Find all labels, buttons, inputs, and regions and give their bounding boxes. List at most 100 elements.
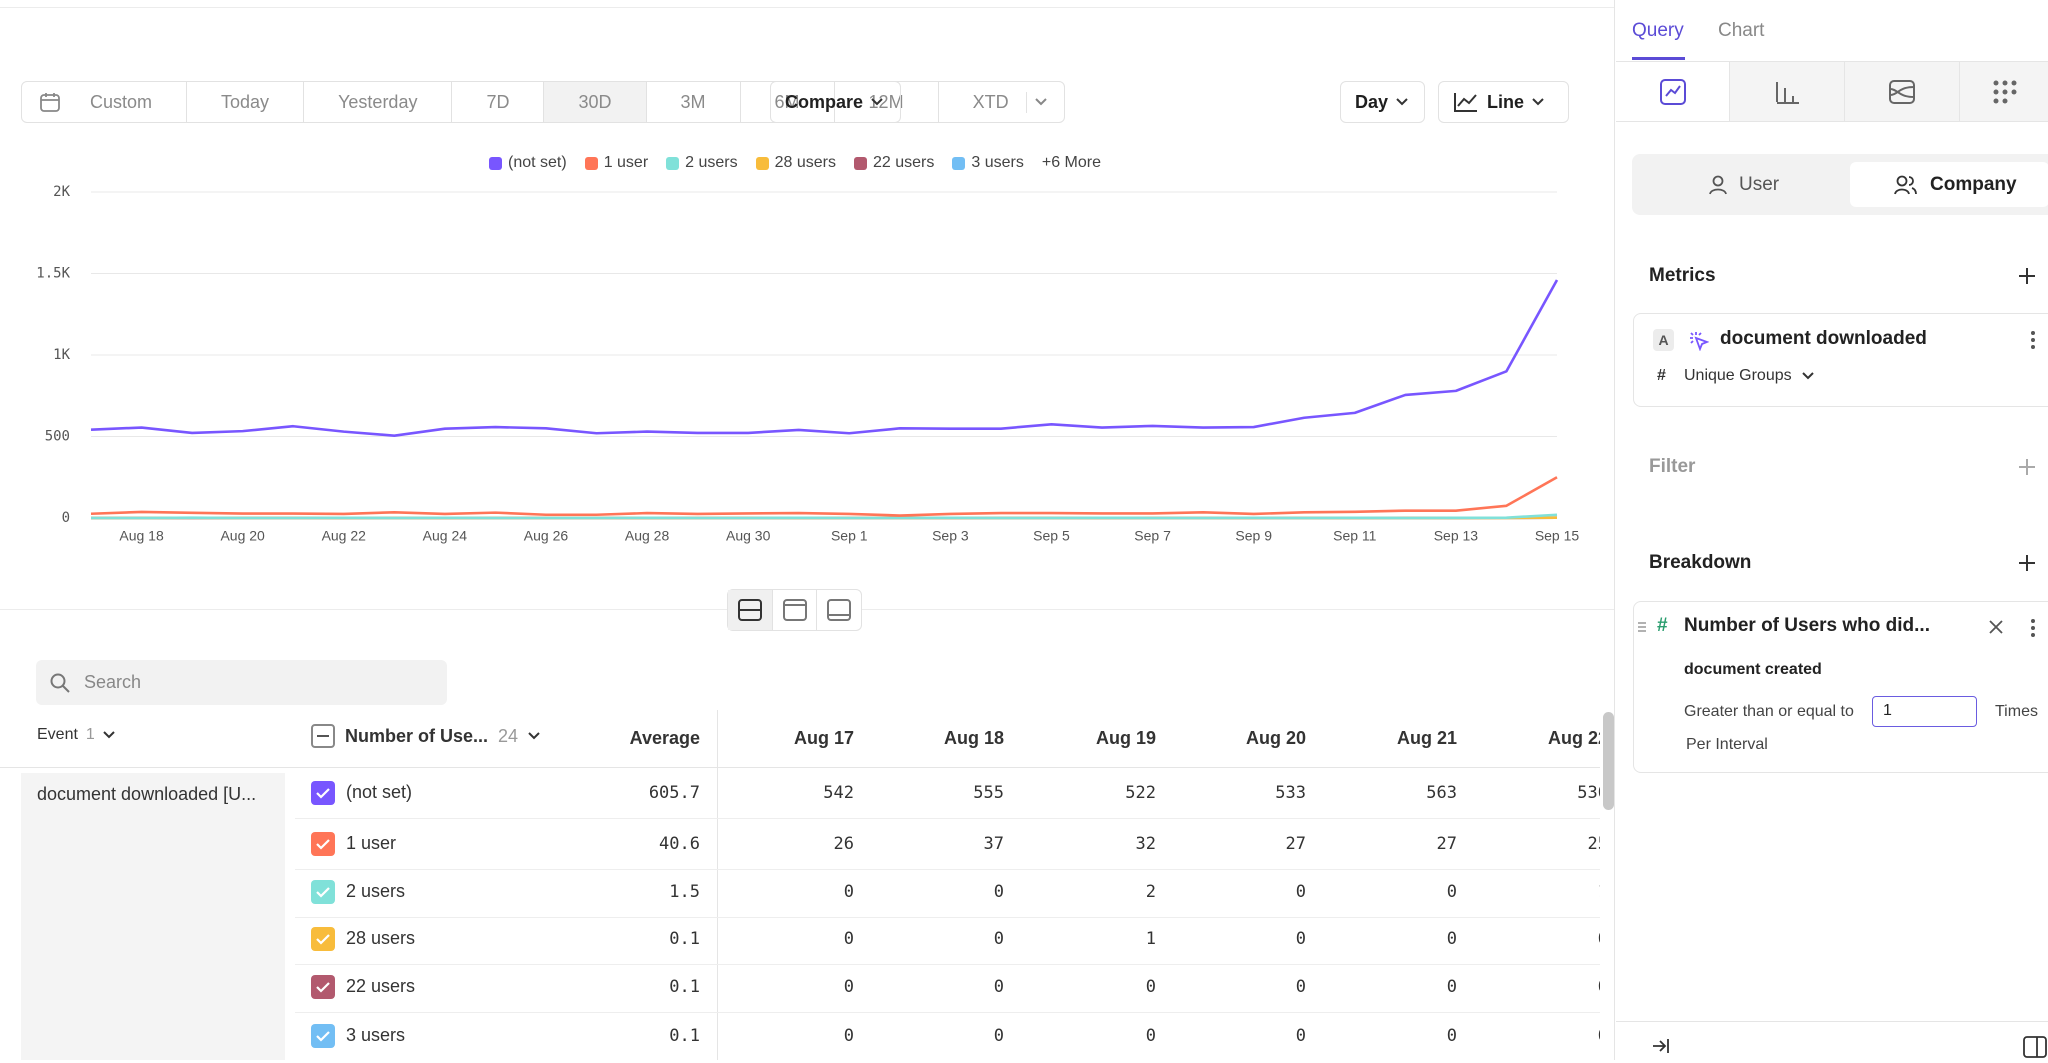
- row-value: 0: [1156, 882, 1306, 902]
- row-value: 533: [1156, 783, 1306, 803]
- row-checkbox[interactable]: [311, 781, 335, 805]
- row-value: 0: [1156, 977, 1306, 997]
- row-average: 1.5: [500, 882, 700, 902]
- layout-chart[interactable]: [772, 590, 817, 630]
- x-tick-label: Aug 28: [625, 528, 670, 544]
- row-value: 0: [1458, 977, 1600, 997]
- row-checkbox[interactable]: [311, 975, 335, 999]
- row-value: 0: [854, 1026, 1004, 1046]
- row-value: 0: [1307, 929, 1457, 949]
- search-box[interactable]: Search: [36, 660, 447, 705]
- remove-button[interactable]: [1989, 620, 2003, 639]
- x-tick-label: Sep 9: [1235, 528, 1272, 544]
- row-value: 0: [704, 1026, 854, 1046]
- row-value: 0: [854, 882, 1004, 902]
- entity-company[interactable]: Company: [1894, 174, 2017, 196]
- row-value: 0: [854, 977, 1004, 997]
- breakdown-unit: Times: [1995, 703, 2038, 721]
- threshold-input[interactable]: 1: [1872, 696, 1977, 727]
- row-value: 0: [1156, 929, 1306, 949]
- row-value: 522: [1006, 783, 1156, 803]
- date-header: Aug 22: [1458, 728, 1600, 749]
- series-line: [91, 515, 1557, 518]
- x-tick-label: Sep 15: [1535, 528, 1580, 544]
- tab[interactable]: Query: [1632, 20, 1684, 42]
- x-tick-label: Aug 18: [119, 528, 164, 544]
- add-button[interactable]: [2018, 554, 2036, 577]
- breakdown-event: document created: [1684, 661, 1822, 679]
- row-checkbox[interactable]: [311, 880, 335, 904]
- measure-select[interactable]: Unique Groups: [1684, 367, 1814, 385]
- section-title: Metrics: [1649, 265, 1716, 287]
- row-value: 0: [1307, 1026, 1457, 1046]
- layout-split[interactable]: [728, 590, 772, 630]
- header-rule: [0, 767, 1600, 768]
- more-icon[interactable]: [1959, 62, 2048, 121]
- funnels-icon[interactable]: [1729, 62, 1844, 121]
- event-icon: [1687, 329, 1709, 356]
- x-tick-label: Sep 1: [831, 528, 868, 544]
- row-checkbox[interactable]: [311, 1024, 335, 1048]
- date-header: Aug 17: [704, 728, 854, 749]
- row-value: 0: [1156, 1026, 1306, 1046]
- row-rule: [295, 818, 1600, 819]
- x-tick-label: Sep 11: [1333, 528, 1377, 544]
- row-checkbox[interactable]: [311, 927, 335, 951]
- add-button[interactable]: [2018, 458, 2036, 481]
- y-tick-label: 500: [45, 429, 70, 445]
- x-tick-label: Sep 7: [1134, 528, 1171, 544]
- row-value: 0: [1307, 882, 1457, 902]
- row-value: 27: [1307, 834, 1457, 854]
- date-header: Aug 21: [1307, 728, 1457, 749]
- panel-toggle[interactable]: [2023, 1036, 2047, 1063]
- breakdown-operator: Greater than or equal to: [1684, 703, 1854, 721]
- tab[interactable]: Chart: [1718, 20, 1764, 42]
- row-value: 542: [704, 783, 854, 803]
- layout-table[interactable]: [816, 590, 861, 630]
- row-value: 0: [1307, 977, 1457, 997]
- row-average: 0.1: [500, 1026, 700, 1046]
- breakdown-header-label: Number of Use...: [345, 726, 488, 747]
- flows-icon[interactable]: [1844, 62, 1959, 121]
- y-tick-label: 1.5K: [36, 266, 70, 282]
- x-tick-label: Aug 30: [726, 528, 771, 544]
- row-checkbox[interactable]: [311, 832, 335, 856]
- row-value: 563: [1307, 783, 1457, 803]
- y-tick-label: 0: [62, 510, 70, 526]
- collapse-button[interactable]: [1652, 1038, 1670, 1059]
- y-tick-label: 1K: [53, 347, 70, 363]
- series-line: [91, 280, 1557, 436]
- row-rule: [295, 964, 1600, 965]
- kebab[interactable]: [2030, 618, 2036, 643]
- measure-symbol: #: [1657, 367, 1666, 385]
- x-tick-label: Sep 13: [1434, 528, 1479, 544]
- entity-user[interactable]: User: [1709, 174, 1779, 196]
- add-button[interactable]: [2018, 267, 2036, 290]
- row-value: 0: [1006, 1026, 1156, 1046]
- date-header: Aug 19: [1006, 728, 1156, 749]
- row-name: (not set): [346, 782, 412, 803]
- y-tick-label: 2K: [53, 184, 70, 200]
- event-header[interactable]: Event1: [37, 726, 115, 744]
- row-name: 2 users: [346, 881, 405, 902]
- row-rule: [295, 1012, 1600, 1013]
- row-value: 530: [1458, 783, 1600, 803]
- x-tick-label: Aug 24: [423, 528, 468, 544]
- x-tick-label: Sep 5: [1033, 528, 1070, 544]
- event-cell-bg: [21, 773, 285, 1060]
- insights-icon[interactable]: [1616, 62, 1729, 121]
- row-average: 40.6: [500, 834, 700, 854]
- row-value: 1: [1006, 929, 1156, 949]
- breakdown-interval: Per Interval: [1686, 736, 1768, 754]
- row-value: 0: [854, 929, 1004, 949]
- row-rule: [295, 869, 1600, 870]
- row-name: 1 user: [346, 833, 396, 854]
- row-value: 2: [1006, 882, 1156, 902]
- row-rule: [295, 917, 1600, 918]
- x-tick-label: Sep 3: [932, 528, 969, 544]
- measure-label: Unique Groups: [1684, 367, 1792, 385]
- kebab[interactable]: [2030, 330, 2036, 355]
- chart: 2K1.5K1K5000Aug 18Aug 20Aug 22Aug 24Aug …: [0, 0, 1614, 600]
- row-value: 27: [1156, 834, 1306, 854]
- query-panel: QueryChartUserCompanyMetricsAdocument do…: [1614, 0, 2048, 1060]
